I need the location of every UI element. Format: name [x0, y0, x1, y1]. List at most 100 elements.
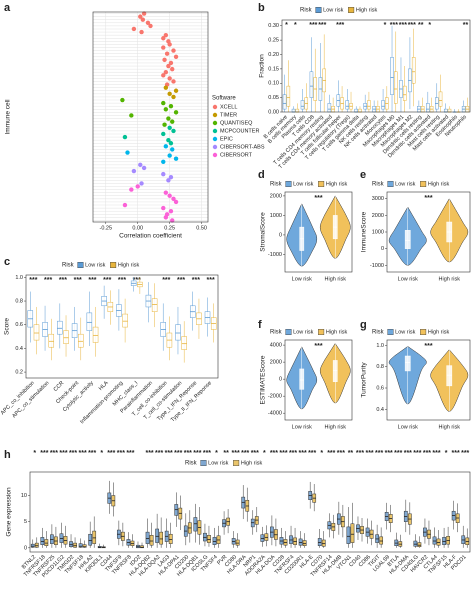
point: [129, 113, 134, 118]
significance: *: [428, 22, 431, 29]
significance: ***: [184, 450, 192, 457]
y-axis-title: ESTIMATEScore: [260, 355, 267, 404]
significance: ***: [117, 450, 125, 457]
significance: ***: [59, 277, 67, 284]
significance: *: [445, 450, 448, 457]
point: [162, 122, 167, 127]
point: [166, 178, 171, 183]
panel-frame: [92, 11, 209, 223]
point: [122, 134, 128, 140]
significance: ***: [162, 277, 170, 284]
significance: ***: [232, 450, 240, 457]
point: [170, 119, 175, 124]
significance: ***: [118, 277, 126, 284]
box: [88, 533, 93, 546]
box: [73, 542, 77, 548]
legend-swatch: [318, 180, 325, 187]
panel-frame: [281, 19, 471, 113]
legend-label: High risk: [356, 7, 378, 13]
significance: *: [33, 450, 36, 457]
x-axis-title: Correlation coefficient: [119, 233, 182, 240]
significance: ***: [365, 450, 373, 457]
box: [155, 528, 159, 543]
point: [170, 218, 175, 223]
significance: ***: [74, 277, 82, 284]
x-tick-label: High risk: [325, 424, 347, 430]
y-tick-label: 2000: [270, 360, 282, 366]
y-axis-title: Score: [4, 318, 11, 335]
box: [381, 100, 385, 110]
box: [291, 108, 296, 113]
significance: *: [100, 450, 103, 457]
x-tick-label: HLA: [98, 380, 110, 392]
point: [120, 97, 125, 103]
box: [426, 103, 430, 113]
legend-label: Low risk: [395, 181, 415, 187]
significance: ***: [207, 277, 215, 284]
box: [207, 535, 211, 543]
legend-label: CIBERSORT-ABS: [220, 144, 265, 150]
point: [161, 36, 166, 41]
box: [300, 100, 305, 110]
box: [413, 540, 418, 547]
significance: ***: [314, 343, 322, 350]
box: [48, 333, 55, 348]
box: [34, 542, 39, 548]
point: [171, 79, 176, 84]
y-axis-title: Gene expression: [6, 487, 13, 537]
y-tick-label: 0.30: [268, 23, 279, 29]
legend-label: Low risk: [293, 329, 313, 335]
significance: ***: [399, 22, 407, 29]
y-axis-title: Immune cell: [5, 99, 12, 135]
panel-letter: h: [4, 449, 11, 461]
legend-label: Low risk: [85, 262, 105, 268]
point: [167, 76, 172, 81]
point: [161, 171, 166, 177]
legend-label: MCPCOUNTER: [220, 128, 259, 134]
box: [309, 71, 314, 98]
significance: ***: [314, 195, 322, 202]
y-tick-label: 0.8: [15, 298, 23, 304]
significance: *: [320, 450, 323, 457]
legend-title: Risk: [300, 8, 313, 14]
point: [125, 150, 130, 155]
point: [167, 193, 172, 198]
y-tick-label: 2000: [372, 213, 384, 219]
point: [167, 91, 172, 97]
y-axis-title: ImmuneScore: [361, 211, 368, 252]
legend-title: Risk: [185, 461, 198, 467]
significance: ***: [126, 450, 134, 457]
box: [82, 544, 87, 548]
box: [327, 103, 332, 113]
legend-label: EPIC: [220, 136, 233, 142]
box: [212, 537, 217, 545]
significance: ***: [177, 277, 185, 284]
legend-label: CIBERSORT: [220, 152, 253, 158]
significance: ***: [408, 22, 416, 29]
point: [163, 190, 169, 195]
legend-swatch: [315, 6, 322, 13]
box: [443, 108, 448, 113]
legend-title: Risk: [372, 330, 385, 336]
box: [404, 230, 411, 249]
y-tick-label: 0.15: [268, 66, 279, 72]
significance: ***: [424, 195, 432, 202]
box: [298, 538, 303, 546]
y-tick-label: 4000: [270, 343, 282, 349]
panel-frame: [29, 471, 471, 553]
legend-label: High risk: [241, 460, 263, 466]
point: [163, 32, 169, 38]
significance: ***: [88, 450, 96, 457]
legend-swatch: [387, 329, 394, 336]
significance: ***: [88, 277, 96, 284]
point: [164, 51, 170, 56]
box: [446, 365, 453, 387]
legend-label: QUANTISEQ: [220, 120, 253, 126]
y-tick-label: 0.6: [15, 322, 23, 328]
legend-title: Risk: [372, 182, 385, 188]
box: [432, 536, 437, 545]
panel-letter: g: [360, 319, 367, 331]
y-tick-label: -1000: [370, 263, 384, 269]
legend-marker: [212, 136, 218, 142]
box: [235, 539, 240, 546]
